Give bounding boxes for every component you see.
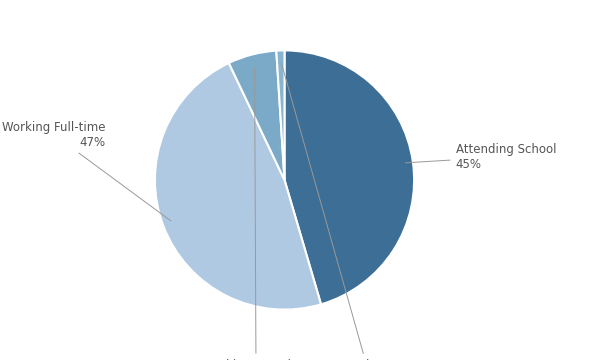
Text: Attending School
45%: Attending School 45%: [406, 143, 556, 171]
Text: Working Part-time
7%: Working Part-time 7%: [202, 67, 310, 360]
Wedge shape: [155, 63, 321, 310]
Wedge shape: [276, 50, 285, 180]
Wedge shape: [285, 50, 414, 304]
Wedge shape: [229, 51, 285, 180]
Text: Working Full-time
47%: Working Full-time 47%: [2, 121, 171, 221]
Text: Other
1%: Other 1%: [282, 63, 386, 360]
